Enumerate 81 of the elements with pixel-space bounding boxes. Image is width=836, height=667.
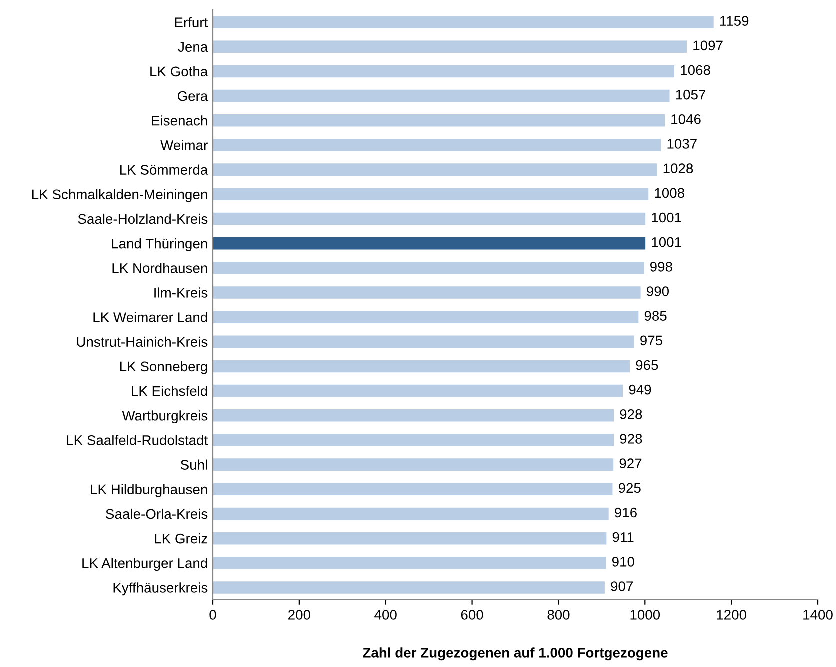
x-tick-label: 1200 (717, 610, 746, 620)
data-label: 1068 (681, 65, 710, 76)
x-tick-label: 800 (548, 610, 570, 620)
data-label: 916 (615, 508, 637, 518)
bar (213, 262, 644, 274)
bar (213, 508, 609, 520)
bar (213, 556, 606, 570)
y-tick-label: LK Sonneberg (120, 361, 208, 374)
y-tick-label: Suhl (180, 460, 208, 470)
data-label: 1159 (720, 16, 749, 26)
bar (213, 458, 614, 471)
y-tick-label: Gera (178, 91, 208, 102)
x-axis-title: Zahl der Zugezogenen auf 1.000 Fortgezogene (363, 648, 668, 661)
data-label: 949 (629, 384, 652, 395)
data-label: 1037 (668, 139, 697, 149)
y-tick-label: LK Nordhausen (112, 263, 208, 274)
x-tick-label: 0 (210, 610, 216, 620)
data-label: 1046 (672, 114, 701, 124)
bar (213, 532, 607, 545)
data-label: 1001 (652, 237, 682, 248)
bar (213, 409, 614, 422)
bar (213, 65, 675, 78)
y-tick-label: Saale-Holzland-Kreis (78, 214, 208, 224)
x-tick-label: 1400 (804, 610, 833, 620)
y-tick-label: Weimar (160, 140, 208, 150)
data-label: 1001 (652, 212, 682, 223)
bar (213, 139, 662, 152)
data-label: 1028 (664, 164, 694, 174)
y-tick-label: LK Eichsfeld (132, 386, 208, 396)
y-tick-label: LK Saalfeld-Rudolstadt (67, 435, 208, 446)
bar (213, 114, 666, 127)
bar (213, 16, 714, 28)
data-label: 998 (650, 262, 672, 272)
y-tick-label: LK Hildburghausen (91, 484, 208, 498)
bar (213, 164, 658, 176)
data-label: 927 (620, 458, 642, 469)
y-tick-label: Land Thüringen (112, 238, 208, 252)
y-tick-label: Jena (178, 42, 208, 52)
y-tick-label: LK Weimarer Land (94, 312, 208, 322)
data-label: 925 (618, 483, 641, 494)
bar (213, 483, 613, 496)
data-label: 911 (612, 532, 634, 542)
data-label: 975 (640, 336, 662, 346)
y-tick-label: Erfurt (175, 17, 208, 28)
data-label: 1057 (676, 90, 706, 100)
y-tick-label: LK Sömmerda (120, 164, 208, 175)
x-tick-label: 1000 (630, 610, 660, 620)
y-tick-label: LK Schmalkalden-Meiningen (32, 189, 208, 202)
y-tick-label: LK Altenburger Land (82, 558, 208, 572)
y-tick-label: Kyffhäuserkreis (114, 582, 208, 596)
y-tick-label: LK Greiz (155, 534, 208, 544)
data-label: 1097 (694, 40, 723, 51)
bar (213, 90, 670, 102)
data-label: 907 (611, 582, 633, 592)
bar (213, 434, 614, 446)
data-label: 928 (620, 434, 642, 444)
bar (213, 40, 688, 54)
data-label: 985 (644, 311, 667, 322)
data-label: 928 (620, 410, 642, 420)
y-tick-label: Saale-Orla-Kreis (106, 508, 208, 520)
bar (213, 237, 646, 250)
bar (213, 311, 639, 324)
data-label: 910 (612, 557, 634, 567)
y-tick-label: LK Gotha (150, 66, 208, 77)
y-tick-label: Unstrut-Hainich-Kreis (77, 336, 208, 348)
bar (213, 212, 646, 226)
bar (213, 286, 641, 299)
bar (213, 384, 624, 398)
data-label: 1008 (655, 188, 684, 198)
x-tick-label: 400 (374, 610, 397, 620)
bar (213, 336, 634, 348)
y-tick-label: Wartburgkreis (122, 410, 208, 424)
x-tick-label: 600 (461, 610, 484, 620)
y-tick-label: Ilm-Kreis (154, 288, 208, 298)
bar (213, 188, 649, 201)
data-label: 965 (636, 360, 658, 370)
x-tick-label: 200 (288, 610, 310, 620)
y-tick-label: Eisenach (152, 116, 208, 126)
bar (213, 582, 605, 594)
data-label: 990 (647, 286, 670, 296)
bar (213, 360, 630, 373)
